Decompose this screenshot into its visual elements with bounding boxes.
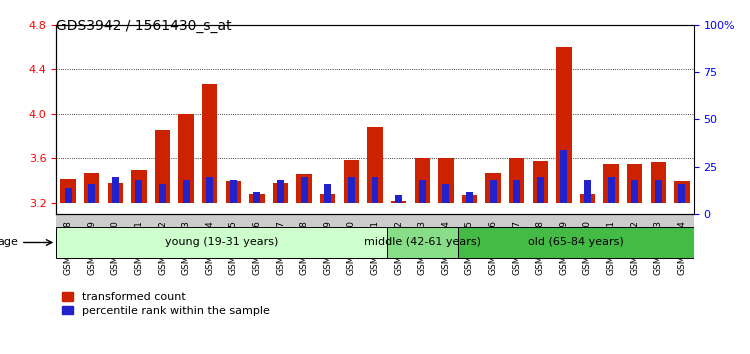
- Bar: [604, 164, 619, 203]
- Bar: [296, 174, 312, 203]
- Bar: [273, 183, 288, 203]
- Bar: [301, 177, 307, 203]
- Bar: [368, 127, 382, 203]
- Bar: [419, 180, 426, 203]
- Bar: [608, 177, 614, 203]
- Bar: [202, 84, 217, 203]
- Bar: [651, 162, 666, 203]
- Bar: [206, 177, 213, 203]
- Bar: [584, 180, 591, 203]
- Bar: [131, 170, 146, 203]
- Bar: [88, 184, 95, 203]
- Text: GDS3942 / 1561430_s_at: GDS3942 / 1561430_s_at: [56, 19, 232, 34]
- Bar: [387, 227, 458, 258]
- Bar: [324, 184, 332, 203]
- Bar: [249, 194, 265, 203]
- Bar: [655, 180, 662, 203]
- Bar: [442, 184, 449, 203]
- Bar: [84, 173, 99, 203]
- Bar: [674, 181, 689, 203]
- Bar: [532, 161, 548, 203]
- Bar: [254, 192, 260, 203]
- Bar: [632, 180, 638, 203]
- Bar: [415, 159, 430, 203]
- Bar: [178, 114, 194, 203]
- Bar: [485, 173, 501, 203]
- Bar: [462, 195, 477, 203]
- Bar: [320, 194, 335, 203]
- Bar: [61, 178, 76, 203]
- Bar: [230, 180, 237, 203]
- Bar: [107, 183, 123, 203]
- Bar: [490, 180, 496, 203]
- Legend: transformed count, percentile rank within the sample: transformed count, percentile rank withi…: [62, 292, 270, 316]
- Bar: [371, 177, 379, 203]
- Bar: [154, 130, 170, 203]
- Bar: [159, 184, 166, 203]
- Text: middle (42-61 years): middle (42-61 years): [364, 237, 481, 247]
- Bar: [344, 160, 359, 203]
- Bar: [679, 184, 686, 203]
- Bar: [395, 195, 402, 203]
- Bar: [458, 227, 694, 258]
- Bar: [183, 180, 190, 203]
- Bar: [391, 201, 406, 203]
- Bar: [136, 180, 142, 203]
- Bar: [56, 227, 387, 258]
- Bar: [64, 188, 71, 203]
- Text: old (65-84 years): old (65-84 years): [528, 237, 623, 247]
- Bar: [513, 180, 520, 203]
- Text: age: age: [0, 237, 19, 247]
- Bar: [556, 47, 572, 203]
- Bar: [560, 150, 567, 203]
- Bar: [226, 181, 241, 203]
- Bar: [112, 177, 118, 203]
- Bar: [627, 164, 643, 203]
- Bar: [348, 177, 355, 203]
- Bar: [580, 194, 596, 203]
- Bar: [537, 177, 544, 203]
- Bar: [466, 192, 473, 203]
- Text: young (19-31 years): young (19-31 years): [165, 237, 278, 247]
- Bar: [438, 159, 454, 203]
- Bar: [509, 159, 524, 203]
- Bar: [277, 180, 284, 203]
